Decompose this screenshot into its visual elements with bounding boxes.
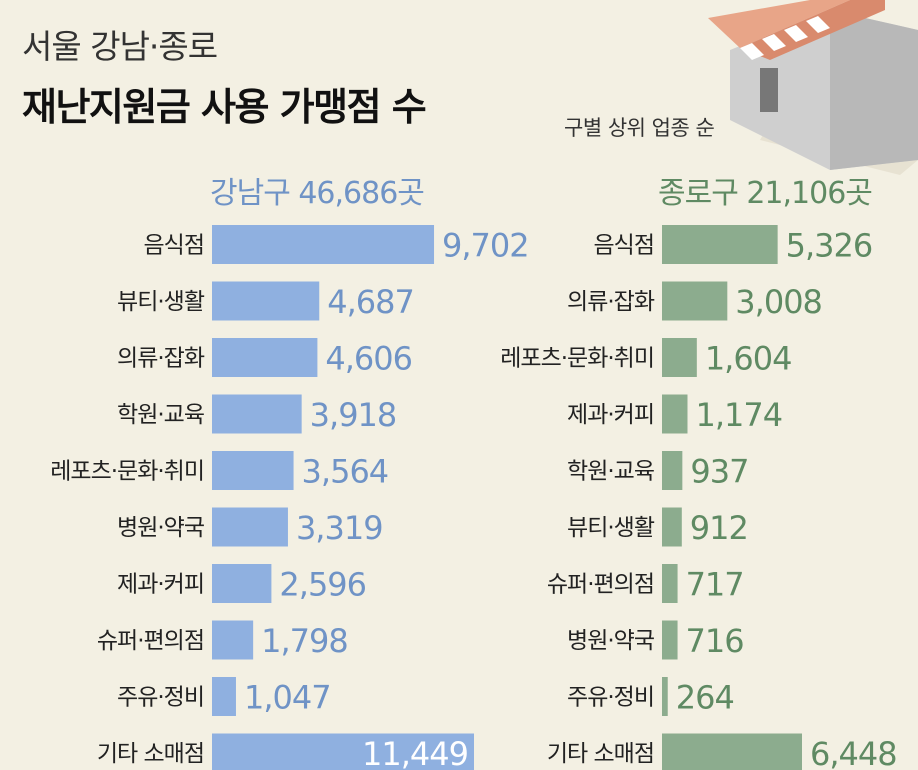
- jongno-category-label: 의류·잡화: [567, 289, 655, 315]
- gangnam-bar: [212, 394, 302, 434]
- title-line-1: 서울 강남·종로: [22, 27, 218, 66]
- storefront-icon: [708, 0, 918, 175]
- jongno-category-label: 기타 소매점: [547, 741, 654, 767]
- gangnam-bar: [212, 338, 318, 377]
- jongno-bar: [662, 225, 778, 264]
- gangnam-value-label: 3,564: [302, 453, 389, 491]
- gangnam-value-label: 11,449: [362, 735, 468, 770]
- jongno-bar: [662, 338, 697, 377]
- gangnam-bar: [212, 507, 288, 547]
- gangnam-category-label: 병원·약국: [117, 515, 204, 541]
- jongno-bar: [662, 733, 802, 770]
- gangnam-value-label: 9,702: [442, 227, 529, 265]
- subtitle: 구별 상위 업종 순: [564, 116, 715, 140]
- gangnam-value-label: 4,606: [325, 340, 412, 378]
- jongno-category-label: 뷰티·생활: [567, 515, 655, 541]
- gangnam-value-label: 4,687: [327, 283, 414, 321]
- gangnam-value-label: 3,319: [296, 509, 383, 547]
- jongno-value-label: 717: [686, 566, 744, 604]
- gangnam-category-label: 주유·정비: [117, 685, 204, 711]
- jongno-value-label: 264: [676, 679, 734, 717]
- jongno-category-label: 제과·커피: [567, 402, 654, 428]
- jongno-value-label: 912: [690, 509, 748, 547]
- gangnam-category-label: 레포츠·문화·취미: [50, 459, 204, 485]
- jongno-bar: [662, 394, 688, 434]
- gangnam-category-label: 기타 소매점: [97, 741, 204, 767]
- gangnam-category-label: 학원·교육: [117, 402, 204, 428]
- jongno-title: 종로구 21,106곳: [658, 176, 873, 211]
- title-line-2: 재난지원금 사용 가맹점 수: [22, 85, 427, 129]
- gangnam-category-label: 의류·잡화: [117, 346, 205, 372]
- gangnam-bar: [212, 564, 272, 603]
- jongno-category-label: 주유·정비: [567, 685, 654, 711]
- jongno-category-label: 학원·교육: [567, 459, 654, 485]
- gangnam-category-label: 슈퍼·편의점: [97, 628, 204, 654]
- gangnam-bar: [212, 677, 236, 716]
- gangnam-category-label: 뷰티·생활: [117, 289, 205, 315]
- jongno-value-label: 1,174: [695, 396, 782, 434]
- jongno-category-label: 슈퍼·편의점: [547, 572, 654, 598]
- jongno-category-label: 음식점: [594, 233, 654, 259]
- gangnam-value-label: 1,798: [261, 622, 348, 660]
- jongno-bar: [662, 620, 678, 660]
- jongno-bar: [662, 281, 728, 321]
- gangnam-value-label: 3,918: [310, 396, 397, 434]
- gangnam-category-label: 음식점: [144, 233, 204, 259]
- gangnam-bar: [212, 733, 474, 770]
- jongno-bar: [662, 507, 682, 547]
- jongno-bar: [662, 564, 678, 603]
- jongno-category-label: 병원·약국: [567, 628, 654, 654]
- jongno-value-label: 1,604: [705, 340, 792, 378]
- jongno-value-label: 716: [686, 622, 744, 660]
- jongno-bar: [662, 677, 668, 716]
- gangnam-bar: [212, 451, 294, 490]
- gangnam-category-label: 제과·커피: [117, 572, 204, 598]
- jongno-bar: [662, 451, 683, 490]
- gangnam-bar: [212, 281, 320, 321]
- jongno-value-label: 3,008: [735, 283, 822, 321]
- gangnam-bar: [212, 620, 254, 660]
- jongno-value-label: 5,326: [786, 227, 873, 265]
- jongno-value-label: 6,448: [810, 735, 897, 770]
- gangnam-title: 강남구 46,686곳: [210, 176, 425, 211]
- gangnam-bar: [212, 225, 435, 264]
- jongno-category-label: 레포츠·문화·취미: [500, 346, 654, 372]
- jongno-value-label: 937: [690, 453, 748, 491]
- gangnam-value-label: 2,596: [279, 566, 366, 604]
- gangnam-value-label: 1,047: [244, 679, 331, 717]
